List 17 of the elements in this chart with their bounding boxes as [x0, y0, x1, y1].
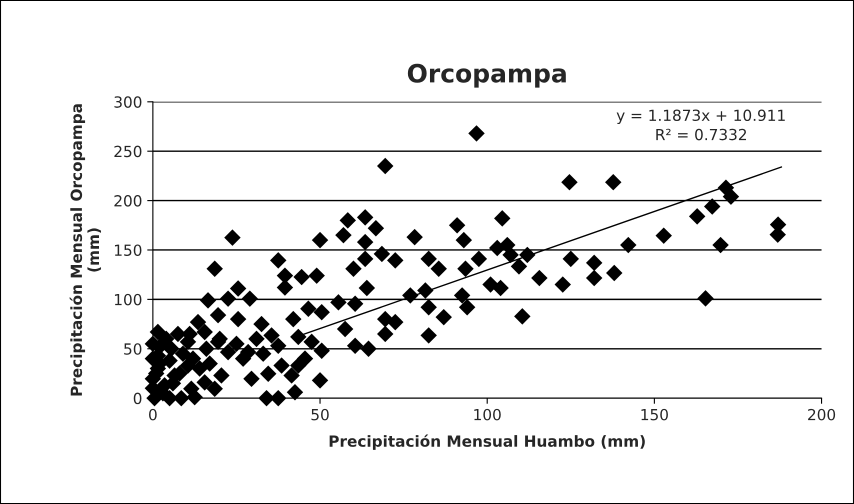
y-axis-title: Precipitación Mensual Orcopampa (mm) [70, 104, 102, 396]
y-tick-label: 0 [134, 392, 142, 404]
x-axis-title: Precipitación Mensual Huambo (mm) [330, 434, 645, 450]
y-tick-label: 250 [114, 146, 142, 158]
chart-title: Orcopampa [408, 64, 566, 88]
y-tick-label: 50 [124, 343, 142, 355]
x-tick-label: 200 [808, 408, 836, 420]
x-tick-label: 0 [149, 408, 157, 420]
annotation: y = 1.1873x + 10.911 [616, 110, 785, 124]
y-tick-label: 300 [114, 96, 142, 108]
annotation: R² = 0.7332 [656, 128, 746, 140]
x-tick-label: 50 [311, 408, 329, 420]
y-tick-label: 100 [114, 294, 142, 306]
y-tick-label: 200 [114, 195, 142, 207]
y-tick-label: 150 [114, 244, 142, 256]
x-tick-label: 100 [474, 408, 501, 420]
x-tick-label: 150 [641, 408, 668, 420]
